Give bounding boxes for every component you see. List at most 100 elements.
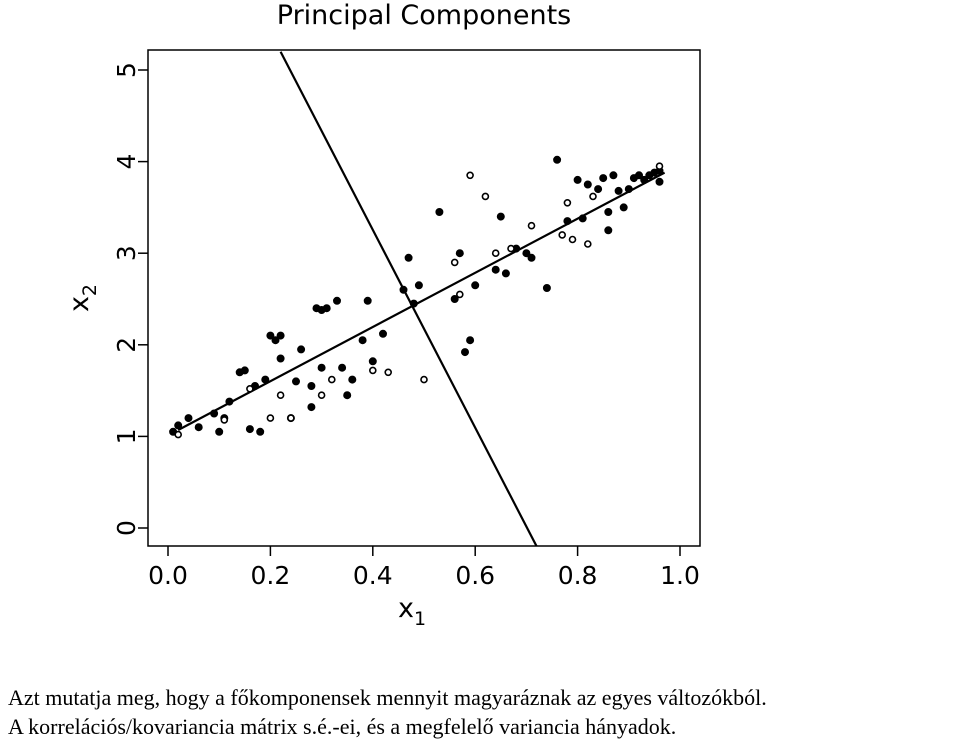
data-point-filled bbox=[343, 391, 352, 400]
data-point-open bbox=[327, 375, 336, 384]
y-tick-label: 5 bbox=[112, 62, 141, 78]
data-point-filled bbox=[333, 296, 341, 305]
x-tick-label: 0.4 bbox=[353, 561, 393, 590]
data-point-open bbox=[563, 199, 572, 207]
y-tick-label: 4 bbox=[112, 154, 141, 170]
data-point-filled bbox=[210, 409, 219, 418]
y-axis-label: x2 bbox=[64, 284, 101, 312]
data-point-filled bbox=[276, 354, 285, 363]
data-point-open bbox=[174, 430, 182, 439]
data-point-open bbox=[276, 391, 285, 400]
data-point-filled bbox=[635, 171, 643, 180]
y-tick-label: 3 bbox=[112, 245, 141, 261]
data-point-open bbox=[384, 368, 393, 377]
data-point-open bbox=[420, 375, 428, 384]
data-point-filled bbox=[409, 299, 418, 308]
data-point-filled bbox=[256, 427, 265, 436]
x-axis: 0.0 0.2 0.4 0.6 0.8 1.0 bbox=[148, 546, 700, 590]
chart-title: Principal Components bbox=[277, 0, 571, 31]
y-axis: 0 1 2 3 4 5 bbox=[112, 62, 148, 536]
x-axis-label: x1 bbox=[398, 593, 426, 630]
data-point-filled bbox=[604, 208, 613, 216]
data-point-filled bbox=[450, 295, 459, 303]
second-principal-axis bbox=[279, 51, 538, 546]
x-tick-label: 0.6 bbox=[455, 561, 495, 590]
data-point-open bbox=[558, 231, 567, 239]
data-point-filled bbox=[225, 397, 234, 406]
data-point-filled bbox=[624, 185, 633, 194]
plot-area bbox=[147, 49, 701, 547]
data-point-filled bbox=[404, 253, 413, 262]
data-point-filled bbox=[599, 174, 608, 183]
data-point-filled bbox=[542, 284, 551, 292]
data-point-filled bbox=[307, 382, 316, 390]
data-point-open bbox=[246, 384, 254, 393]
data-point-filled bbox=[271, 336, 280, 345]
data-point-filled bbox=[297, 345, 306, 354]
principal-components-chart: Principal Components 0.0 0.2 0.4 0.6 0.8 1.0 … bbox=[64, 0, 701, 630]
data-point-filled bbox=[578, 214, 587, 223]
data-point-filled bbox=[655, 177, 664, 186]
data-point-open bbox=[450, 258, 459, 267]
data-point-filled bbox=[261, 375, 270, 384]
data-point-filled bbox=[194, 423, 203, 432]
data-point-filled bbox=[461, 348, 469, 357]
data-point-filled bbox=[614, 186, 623, 195]
x-axis-label-base: x bbox=[398, 593, 414, 624]
data-point-filled bbox=[307, 403, 316, 412]
x-tick-label: 0.0 bbox=[148, 561, 188, 590]
data-point-filled bbox=[527, 253, 536, 262]
data-point-filled bbox=[466, 336, 475, 345]
data-point-filled bbox=[594, 185, 603, 194]
data-point-open bbox=[466, 171, 474, 180]
x-tick-label: 0.2 bbox=[251, 561, 291, 590]
data-point-open bbox=[266, 414, 275, 422]
data-point-filled bbox=[174, 421, 183, 430]
data-point-filled bbox=[553, 155, 562, 164]
data-point-filled bbox=[496, 212, 505, 221]
data-point-open bbox=[583, 240, 592, 248]
data-point-filled bbox=[573, 175, 582, 184]
data-point-open bbox=[481, 192, 490, 201]
data-point-filled bbox=[240, 366, 249, 375]
data-point-filled bbox=[379, 329, 387, 338]
caption-line-1: Azt mutatja meg, hogy a főkomponensek me… bbox=[8, 685, 767, 710]
data-point-filled bbox=[609, 171, 618, 180]
data-point-filled bbox=[583, 180, 592, 189]
y-axis-label-base: x bbox=[64, 296, 95, 312]
x-axis-label-sub: 1 bbox=[414, 608, 426, 630]
data-point-filled bbox=[471, 281, 480, 290]
y-axis-label-sub: 2 bbox=[79, 284, 101, 296]
data-point-open bbox=[220, 416, 229, 424]
data-point-filled bbox=[292, 377, 300, 386]
plot-frame bbox=[147, 49, 701, 547]
caption-line-2: A korrelációs/kovariancia mátrix s.é.-ei… bbox=[8, 714, 677, 739]
data-point-filled bbox=[338, 363, 347, 372]
data-point-filled bbox=[348, 375, 357, 384]
data-point-filled bbox=[399, 285, 408, 294]
data-point-filled bbox=[619, 203, 628, 212]
data-point-filled bbox=[455, 249, 464, 258]
data-point-open bbox=[568, 235, 577, 244]
data-point-filled bbox=[491, 265, 500, 274]
x-tick-label: 1.0 bbox=[660, 561, 700, 590]
data-point-filled bbox=[368, 357, 377, 366]
data-point-open bbox=[368, 366, 377, 375]
data-point-filled bbox=[501, 269, 510, 278]
data-point-filled bbox=[435, 208, 444, 216]
data-point-filled bbox=[322, 304, 331, 313]
y-tick-label: 2 bbox=[112, 337, 141, 353]
data-point-filled bbox=[640, 175, 649, 184]
data-point-filled bbox=[522, 249, 531, 258]
data-point-open bbox=[287, 414, 295, 422]
data-point-open bbox=[317, 391, 326, 400]
data-point-filled bbox=[604, 226, 613, 235]
data-point-filled bbox=[245, 425, 254, 434]
data-point-filled bbox=[266, 331, 275, 340]
data-point-open bbox=[491, 249, 500, 257]
data-points bbox=[169, 155, 664, 439]
data-point-filled bbox=[563, 217, 572, 226]
data-point-open bbox=[455, 290, 464, 299]
data-point-filled bbox=[358, 336, 367, 345]
data-point-open bbox=[507, 244, 515, 253]
